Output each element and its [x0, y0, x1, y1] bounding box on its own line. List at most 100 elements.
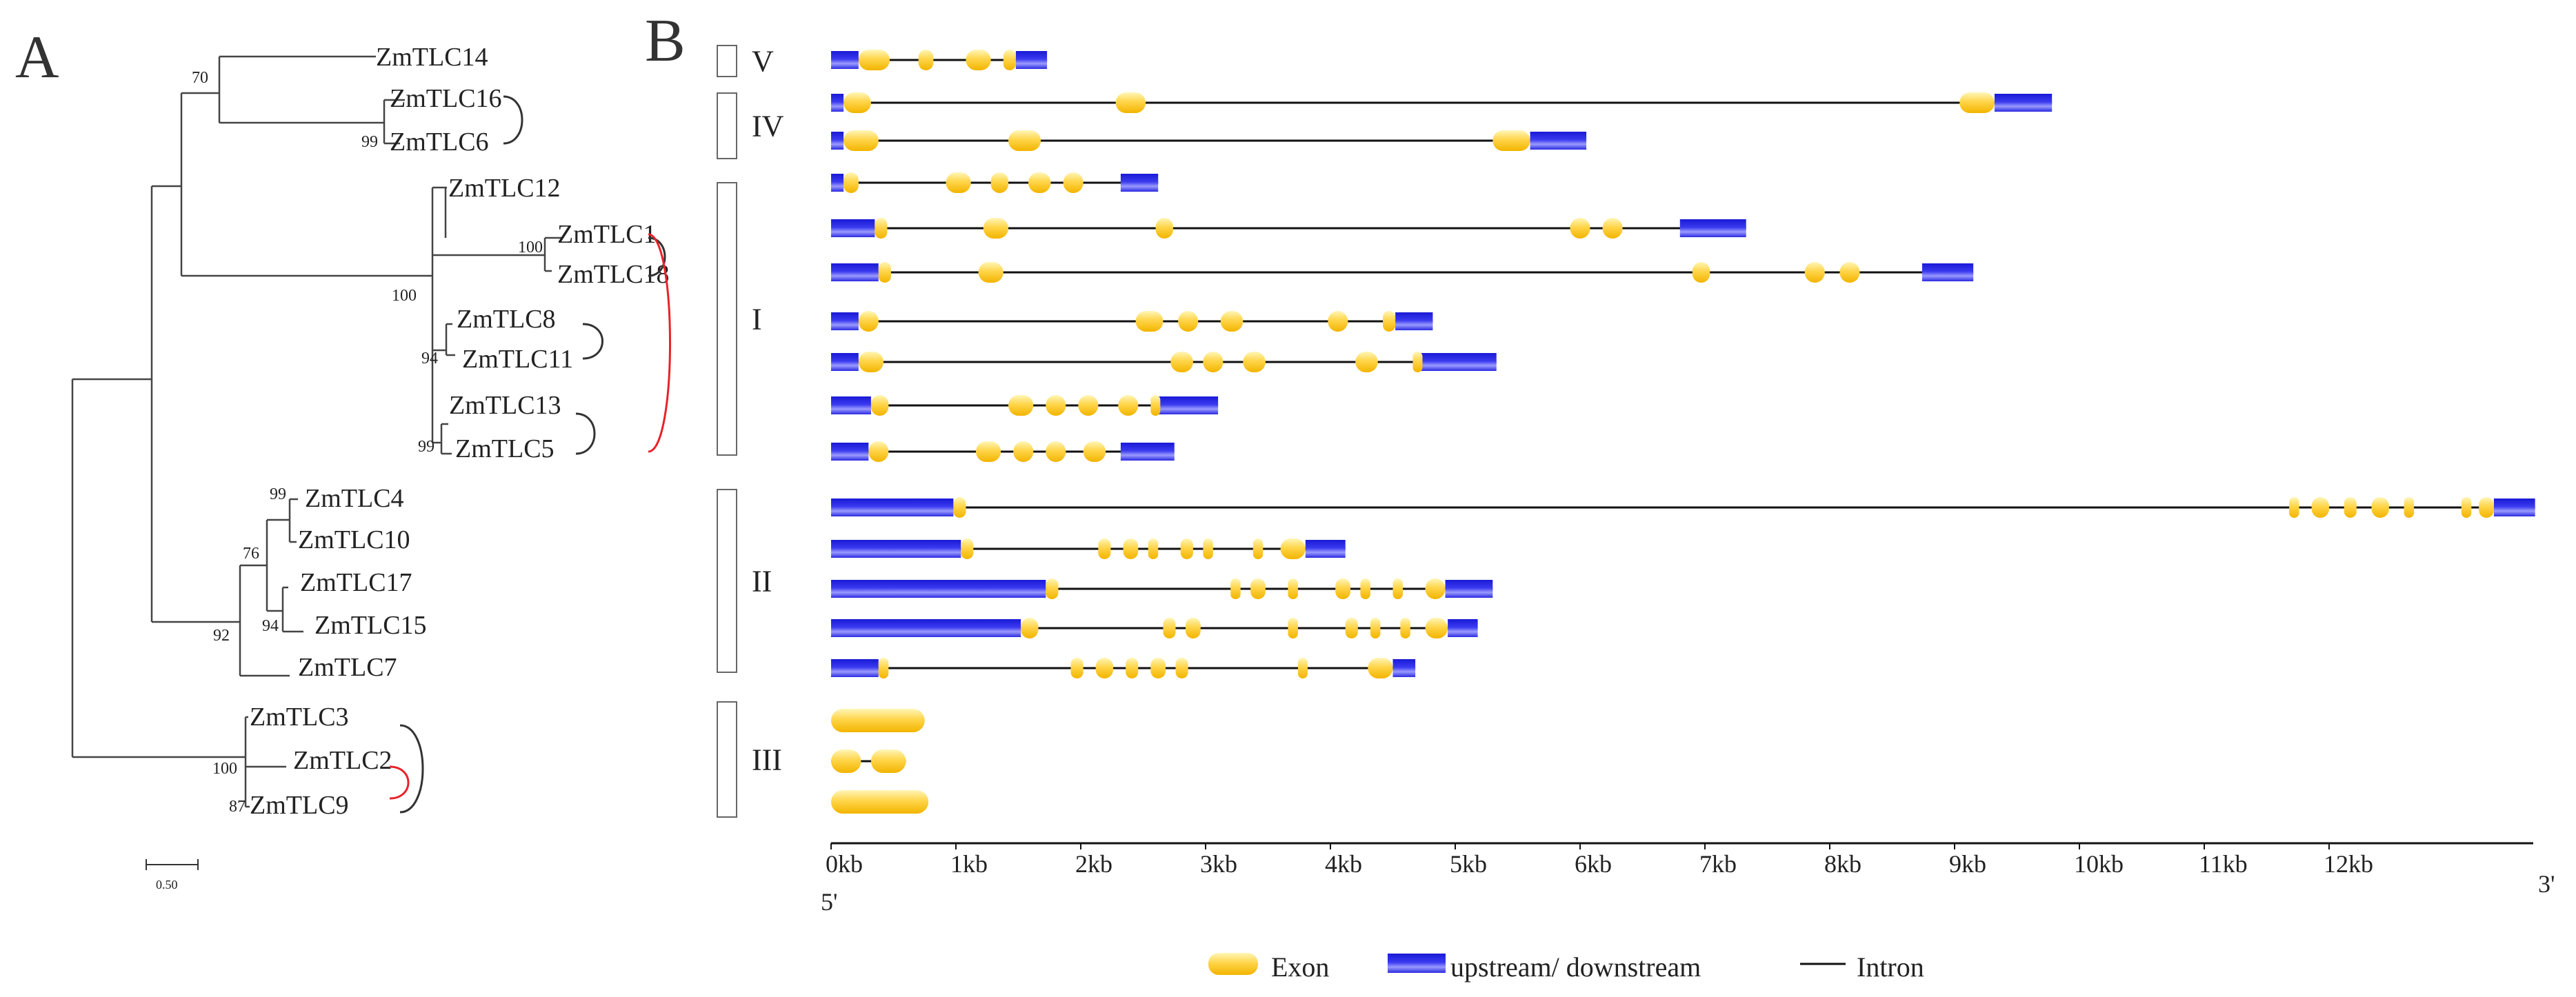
exon-block [1335, 578, 1350, 599]
exon-block [1150, 658, 1166, 678]
group-label-II: II [752, 565, 772, 598]
exon-block [1115, 92, 1146, 113]
gene-row-ZmTLC15 [831, 618, 1478, 638]
gene-row-ZmTLC13 [831, 395, 1219, 416]
gene-row-ZmTLC11 [831, 352, 1497, 372]
duplication-arc [389, 765, 410, 800]
utr-block [831, 263, 879, 281]
exon-block [1328, 311, 1348, 332]
utr-block [1530, 132, 1587, 150]
exon-block [1230, 578, 1241, 599]
exon-block [831, 749, 861, 773]
exon-block [1570, 218, 1590, 239]
bootstrap-value: 94 [262, 617, 279, 635]
tree-leaf-ZmTLC6: ZmTLC6 [390, 128, 489, 157]
exon-block [1003, 50, 1016, 70]
bootstrap-value: 100 [518, 239, 543, 256]
group-box-II [717, 489, 737, 673]
bootstrap-value: 100 [392, 287, 417, 305]
exon-block [918, 50, 934, 70]
exon-block [1013, 441, 1034, 462]
utr-block [1395, 312, 1433, 330]
exon-block [1400, 618, 1410, 638]
exon-block [843, 130, 879, 151]
exon-block [858, 352, 884, 372]
utr-block [1994, 94, 2053, 112]
legend-utr-swatch [1388, 954, 1446, 973]
utr-block [1120, 174, 1159, 192]
exon-block [1392, 578, 1403, 599]
exon-block [1028, 172, 1051, 193]
exon-block [1839, 262, 1860, 283]
exon-block [1959, 92, 1995, 113]
utr-block [1445, 580, 1493, 598]
bootstrap-value: 87 [229, 798, 246, 816]
exon-block [1008, 130, 1041, 151]
utr-block [1392, 659, 1416, 677]
exon-block [1070, 658, 1084, 678]
exon-block [990, 172, 1009, 193]
exon-block [1163, 618, 1176, 638]
exon-block [1095, 658, 1114, 678]
exon-block [1046, 441, 1066, 462]
utr-block [831, 174, 844, 192]
exon-block [1288, 578, 1298, 599]
tree-leaf-ZmTLC11: ZmTLC11 [462, 345, 573, 374]
exon-block [1186, 618, 1201, 638]
exon-block [1355, 352, 1378, 372]
duplication-arc [399, 724, 424, 814]
exon-block [1370, 618, 1381, 638]
gene-row-ZmTLC5 [831, 441, 1175, 462]
exon-block [870, 395, 889, 416]
legend-exon-swatch [1208, 953, 1258, 975]
exon-block [878, 262, 891, 283]
utr-block [2493, 498, 2535, 516]
utr-block [831, 312, 859, 330]
exon-block [831, 790, 929, 814]
group-label-IV: IV [752, 110, 784, 143]
exon-block [1150, 395, 1161, 416]
gene-row-ZmTLC8 [831, 311, 1433, 332]
exon-block [2461, 497, 2472, 518]
exon-block [2289, 497, 2299, 518]
bootstrap-value: 99 [361, 133, 378, 151]
tree-scale-bar: 0.50 [146, 859, 199, 892]
gene-row-ZmTLC4 [831, 497, 2535, 518]
gene-row-ZmTLC18 [831, 262, 1974, 283]
tree-leaf-ZmTLC17: ZmTLC17 [300, 568, 412, 597]
axis-tick-label: 2kb [1075, 850, 1112, 878]
tree-leaf-labels: ZmTLC14 ZmTLC16 ZmTLC6 ZmTLC12 ZmTLC1 ZmTLC18… [250, 43, 670, 820]
axis-tick-label: 10kb [2074, 850, 2124, 878]
tree-leaf-ZmTLC15: ZmTLC15 [314, 611, 427, 640]
exon-block [1804, 262, 1825, 283]
utr-block [1448, 619, 1478, 637]
exon-block [1383, 311, 1396, 332]
axis-tick-label: 4kb [1325, 850, 1362, 878]
exon-block [961, 538, 974, 559]
utr-block [831, 659, 879, 677]
exon-block [2479, 497, 2494, 518]
exon-block [1203, 352, 1224, 372]
utr-block [831, 443, 869, 461]
gene-row-ZmTLC2 [831, 749, 906, 773]
group-label-III: III [752, 743, 782, 777]
exon-block [1078, 395, 1099, 416]
bootstrap-value: 99 [418, 438, 435, 456]
duplication-arc [503, 95, 523, 145]
gene-row-ZmTLC9 [831, 790, 929, 814]
group-label-I: I [752, 303, 762, 336]
panel-a-label: A [15, 24, 59, 91]
utr-block [1120, 443, 1175, 461]
exon-block [843, 92, 871, 113]
bootstrap-value: 76 [243, 545, 259, 563]
bootstrap-value: 92 [213, 627, 230, 645]
exon-block [1412, 352, 1423, 372]
utr-block [1015, 51, 1048, 69]
gene-row-ZmTLC12 [831, 172, 1159, 193]
exon-block [2311, 497, 2329, 518]
exon-block [2371, 497, 2389, 518]
utr-block [831, 498, 954, 516]
exon-block [858, 311, 879, 332]
utr-block [1155, 396, 1219, 414]
